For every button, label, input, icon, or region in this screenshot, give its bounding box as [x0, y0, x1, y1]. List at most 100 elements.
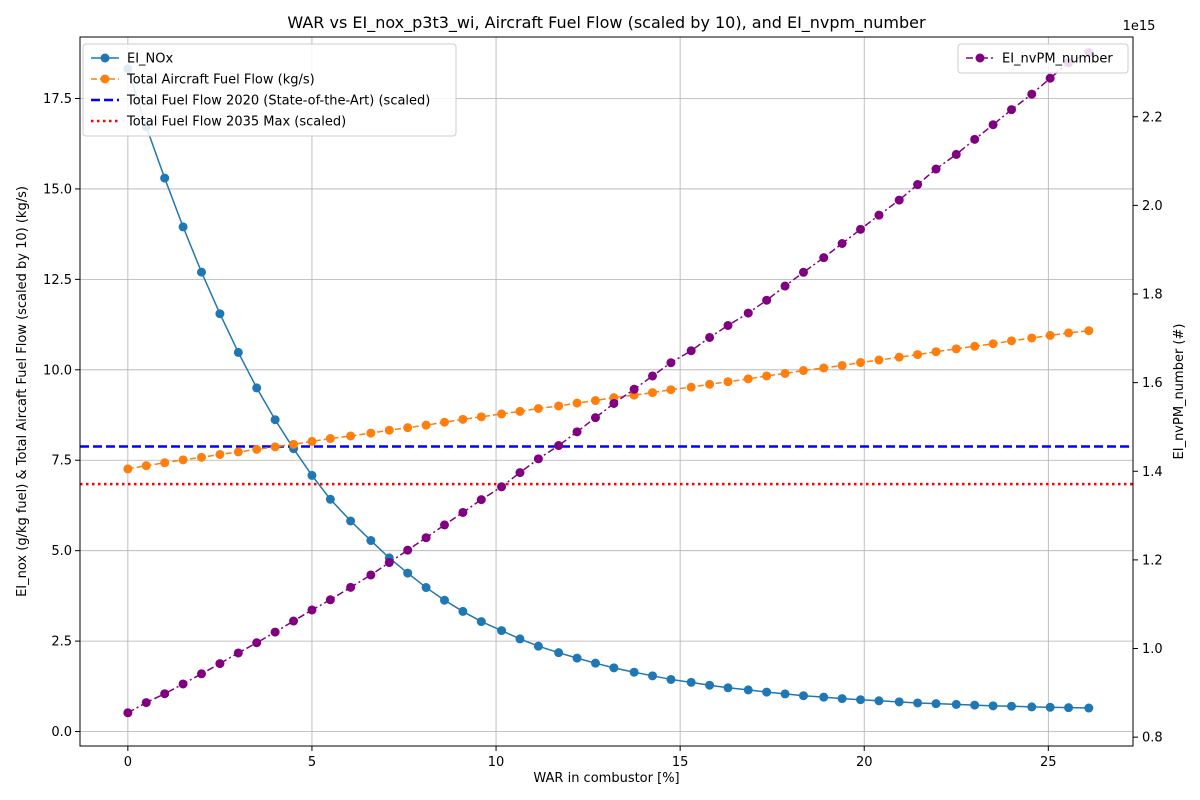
data-point — [705, 332, 715, 342]
y-left-tick-label: 7.5 — [51, 454, 72, 469]
data-point — [215, 449, 225, 459]
data-point — [705, 680, 715, 690]
data-point — [476, 617, 486, 627]
data-point — [723, 683, 733, 693]
data-point — [988, 120, 998, 130]
y-left-axis-label: EI_nox (g/kg fuel) & Total Aircaft Fuel … — [15, 186, 30, 597]
data-point — [856, 695, 866, 705]
data-point — [819, 692, 829, 702]
data-point — [837, 694, 847, 704]
data-point — [421, 420, 431, 430]
legend-entry: Total Aircraft Fuel Flow (kg/s) — [91, 73, 315, 88]
x-tick-label: 10 — [488, 755, 505, 770]
data-point — [798, 691, 808, 701]
data-point — [762, 371, 772, 381]
data-point — [497, 409, 507, 419]
data-point — [215, 659, 225, 669]
data-point — [458, 507, 468, 517]
data-point — [1064, 328, 1074, 338]
legend-marker — [975, 53, 985, 63]
y-right-axis-label: EI_nvPM_number (#) — [1172, 324, 1187, 460]
data-point — [913, 350, 923, 360]
data-point — [894, 697, 904, 707]
data-point — [384, 425, 394, 435]
data-point — [894, 352, 904, 362]
data-point — [178, 679, 188, 689]
data-point — [252, 444, 262, 454]
data-point — [123, 708, 133, 718]
data-point — [160, 173, 170, 183]
data-point — [233, 648, 243, 658]
data-point — [951, 699, 961, 709]
data-point — [648, 671, 658, 681]
data-point — [160, 689, 170, 699]
data-point — [366, 428, 376, 438]
x-tick-label: 15 — [672, 755, 689, 770]
data-point — [554, 648, 564, 658]
data-point — [476, 495, 486, 505]
data-point — [533, 404, 543, 414]
data-point — [648, 371, 658, 381]
data-point — [970, 134, 980, 144]
data-point — [743, 685, 753, 695]
data-point — [515, 406, 525, 416]
series-line — [127, 51, 1090, 714]
y-right-tick-label: 1.4 — [1142, 465, 1163, 480]
data-point — [988, 701, 998, 711]
x-tick-label: 0 — [124, 755, 132, 770]
data-point — [1084, 326, 1094, 336]
data-point — [988, 339, 998, 349]
data-point — [289, 616, 299, 626]
data-point — [913, 180, 923, 190]
data-point — [289, 439, 299, 449]
data-point — [421, 533, 431, 543]
legend-box — [957, 43, 1129, 74]
data-point — [970, 341, 980, 351]
data-point — [458, 414, 468, 424]
chart-title: WAR vs EI_nox_p3t3_wi, Aircraft Fuel Flo… — [287, 13, 926, 33]
data-point — [1064, 703, 1074, 713]
y-left-tick-label: 0.0 — [51, 725, 72, 740]
y-right-tick-label: 1.8 — [1142, 288, 1163, 303]
data-point — [497, 626, 507, 636]
data-point — [819, 363, 829, 373]
data-point — [215, 309, 225, 319]
data-point — [346, 431, 356, 441]
data-point — [780, 281, 790, 291]
data-point — [590, 658, 600, 668]
data-point — [270, 627, 280, 637]
legend-entry: Total Fuel Flow 2020 (State-of-the-Art) … — [91, 94, 430, 109]
data-point — [798, 366, 808, 376]
data-point — [403, 423, 413, 433]
legend-entry: EI_NOx — [91, 52, 174, 67]
legend-marker — [100, 74, 110, 84]
data-point — [307, 605, 317, 615]
data-point — [497, 482, 507, 492]
legend-entry: EI_nvPM_number — [966, 52, 1113, 67]
data-point — [440, 417, 449, 427]
data-point — [307, 436, 317, 446]
data-point — [572, 398, 582, 408]
data-point — [197, 452, 206, 462]
data-point — [384, 558, 394, 568]
series-0 — [123, 64, 1094, 713]
data-point — [819, 253, 829, 263]
data-point — [123, 464, 133, 474]
data-point — [666, 358, 676, 368]
data-point — [931, 164, 941, 174]
data-point — [440, 595, 449, 605]
data-point — [533, 641, 543, 651]
data-point — [458, 606, 468, 616]
legend-label: EI_nvPM_number — [1002, 52, 1113, 67]
data-point — [856, 358, 866, 368]
data-point — [325, 494, 335, 504]
legend-label: Total Fuel Flow 2035 Max (scaled) — [126, 115, 346, 130]
data-point — [1007, 336, 1016, 346]
y-left-tick-label: 10.0 — [43, 363, 72, 378]
data-point — [346, 582, 356, 592]
data-point — [780, 368, 790, 378]
data-point — [894, 195, 904, 205]
legend-marker — [100, 53, 110, 63]
data-point — [629, 384, 639, 394]
data-point — [366, 536, 376, 546]
